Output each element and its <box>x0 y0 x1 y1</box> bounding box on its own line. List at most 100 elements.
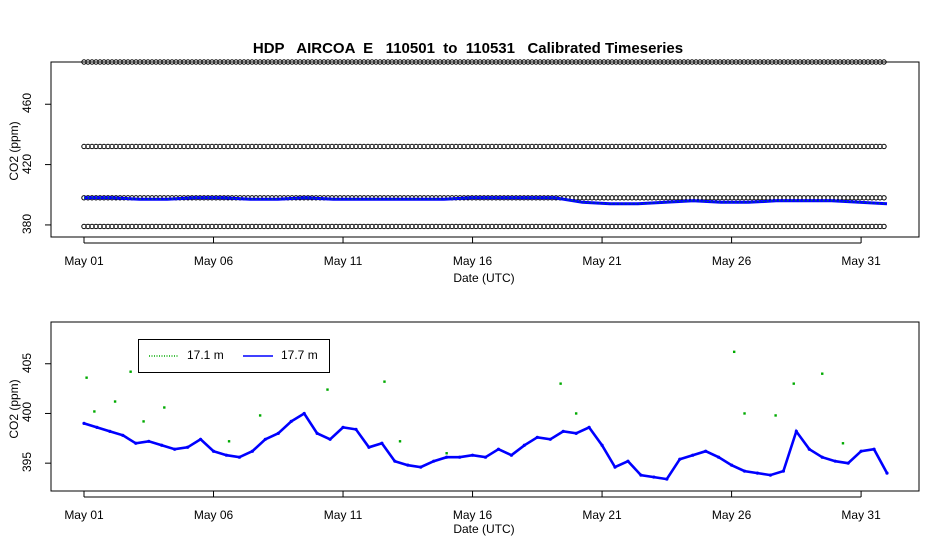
point-17-1m-5 <box>163 406 166 409</box>
point-17-7m-53 <box>768 473 773 477</box>
point-17-7m-27 <box>432 459 436 463</box>
point-17-7m-40 <box>600 443 604 447</box>
point-17-7m-31 <box>483 455 488 459</box>
chart-title: HDP AIRCOA E 110501 to 110531 Calibrated… <box>252 40 684 57</box>
legend-label-17-7m: 17.7 m <box>281 348 318 362</box>
point-17-7m-11 <box>224 453 229 457</box>
legend: 17.1 m 17.7 m <box>138 339 330 373</box>
point-17-7m-43 <box>639 473 643 477</box>
point-17-7m-49 <box>717 455 721 459</box>
top-series-17-7m <box>84 196 888 206</box>
point-17-7m-51 <box>742 469 747 473</box>
point-17-7m-48 <box>704 449 708 453</box>
point-17-7m-6 <box>160 443 164 447</box>
x-tick-label-0-2: May 11 <box>323 254 363 268</box>
y-tick-label-0-1: 420 <box>20 153 34 174</box>
legend-label-17-1m: 17.1 m <box>187 348 224 362</box>
point-17-7m-55 <box>794 429 798 433</box>
point-17-7m-37 <box>561 429 565 433</box>
point-17-7m-9 <box>198 437 203 441</box>
point-17-1m-10 <box>398 440 402 443</box>
point-17-7m-60 <box>859 449 863 453</box>
point-17-7m-28 <box>445 455 449 459</box>
point-17-7m-20 <box>341 425 345 429</box>
point-17-7m-41 <box>613 465 617 469</box>
x-tick-label-0-6: May 31 <box>841 254 881 268</box>
point-17-7m-12 <box>237 455 242 459</box>
point-17-1m-15 <box>743 412 746 415</box>
point-17-7m-42 <box>626 459 630 463</box>
point-17-7m-19 <box>328 437 332 441</box>
point-17-7m-17 <box>302 411 306 416</box>
point-17-7m-62 <box>885 471 889 475</box>
x-tick-label-1-1: May 06 <box>193 508 234 522</box>
point-17-7m-56 <box>807 447 811 451</box>
point-17-7m-45 <box>665 477 669 481</box>
point-17-7m-1 <box>95 425 99 429</box>
cal-point-2-200 <box>881 195 887 201</box>
point-17-7m-5 <box>147 439 151 443</box>
point-17-1m-18 <box>821 372 824 375</box>
point-17-7m-29 <box>457 455 462 459</box>
y-tick-label-1-1: 400 <box>20 402 34 423</box>
point-17-7m-16 <box>289 419 293 424</box>
bottom-x-axis-label: Date (UTC) <box>453 522 515 536</box>
point-17-7m-24 <box>393 459 397 463</box>
x-tick-label-1-3: May 16 <box>452 508 493 522</box>
point-17-7m-46 <box>678 457 682 461</box>
point-17-7m-15 <box>276 431 280 435</box>
point-17-1m-4 <box>142 420 145 423</box>
point-17-7m-13 <box>250 449 254 453</box>
point-17-1m-9 <box>383 380 386 383</box>
x-tick-label-1-5: May 26 <box>711 508 752 522</box>
x-tick-label-0-3: May 16 <box>452 254 493 268</box>
x-tick-label-0-0: May 01 <box>64 254 104 268</box>
y-tick-label-1-0: 395 <box>20 452 34 473</box>
point-17-7m-0 <box>82 421 86 425</box>
point-17-7m-4 <box>134 441 138 445</box>
point-17-1m-12 <box>559 382 562 385</box>
point-17-7m-54 <box>781 469 785 473</box>
y-tick-label-0-0: 380 <box>20 213 34 234</box>
x-tick-label-1-0: May 01 <box>64 508 104 522</box>
point-17-7m-47 <box>691 453 695 457</box>
x-tick-label-0-4: May 21 <box>582 254 622 268</box>
point-17-1m-6 <box>227 440 231 443</box>
cal-point-3-200 <box>881 223 887 230</box>
point-17-7m-50 <box>729 463 734 467</box>
point-17-7m-38 <box>574 431 578 435</box>
top-y-axis-label: CO2 (ppm) <box>7 121 21 181</box>
point-17-7m-44 <box>652 475 656 479</box>
top-x-axis-label: Date (UTC) <box>453 271 515 285</box>
point-17-7m-14 <box>263 437 267 441</box>
point-17-1m-0 <box>85 376 88 379</box>
point-17-1m-13 <box>574 412 578 415</box>
point-17-1m-16 <box>774 414 777 417</box>
x-tick-label-1-6: May 31 <box>841 508 881 522</box>
point-17-1m-17 <box>792 382 795 385</box>
point-17-7m-25 <box>406 463 410 467</box>
point-17-1m-11 <box>445 452 448 455</box>
cal-point-1-200 <box>881 143 887 150</box>
point-17-1m-7 <box>258 414 262 417</box>
point-17-7m-52 <box>755 471 760 475</box>
point-17-1m-2 <box>113 400 117 403</box>
point-17-1m-19 <box>841 442 845 445</box>
point-17-1m-1 <box>93 410 96 413</box>
plot-frame-1 <box>50 321 920 492</box>
point-17-7m-23 <box>380 441 384 445</box>
cal-point-0-200 <box>881 59 887 65</box>
point-17-7m-61 <box>872 447 876 451</box>
point-17-7m-26 <box>419 465 423 469</box>
y-tick-label-1-2: 405 <box>20 352 34 373</box>
bottom-y-axis-label: CO2 (ppm) <box>7 379 21 439</box>
y-tick-label-0-2: 460 <box>20 93 34 114</box>
point-17-7m-32 <box>496 447 501 451</box>
point-17-7m-59 <box>846 461 850 465</box>
point-17-1m-8 <box>326 388 329 391</box>
point-17-7m-58 <box>833 459 837 463</box>
point-17-7m-57 <box>820 455 824 459</box>
point-17-7m-35 <box>535 435 539 439</box>
plot-frame-0 <box>50 61 920 238</box>
